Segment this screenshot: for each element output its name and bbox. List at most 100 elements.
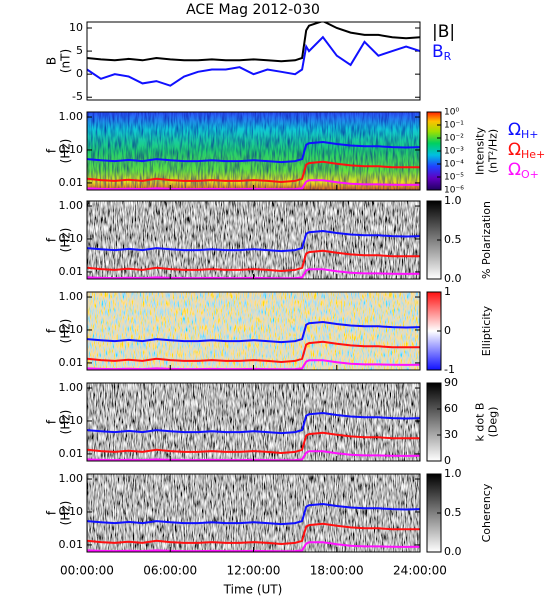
colorbar-label: k dot B — [474, 403, 487, 442]
legend-label: |B| — [432, 22, 455, 42]
colorbar-label: % Polarization — [480, 201, 493, 279]
colorbar-tick-label: -1 — [444, 363, 455, 376]
series-line — [87, 249, 420, 273]
y-tick-label: 0.01 — [59, 538, 84, 551]
series-line — [87, 22, 420, 63]
y-tick-label: 0.10 — [59, 232, 84, 245]
legend-label: ΩHe+ — [508, 140, 545, 161]
colorbar-tick-label: 10⁻⁶ — [444, 186, 464, 196]
colorbar-label: (Deg) — [487, 407, 500, 438]
series-line — [87, 450, 420, 461]
spectrogram-texture — [87, 112, 420, 190]
series-line — [87, 160, 420, 184]
y-tick-label: 1.00 — [59, 110, 84, 123]
y-tick-label: 0.10 — [59, 143, 84, 156]
legend-label: BR — [432, 42, 452, 63]
y-axis-label: f — [45, 510, 59, 515]
colorbar-tick-label: 0.5 — [444, 506, 462, 519]
y-tick-label: 1.00 — [59, 472, 84, 485]
colorbar-tick-label: 10⁻⁴ — [444, 160, 464, 170]
y-axis-label: f — [45, 328, 59, 333]
spectrogram-image — [87, 474, 420, 552]
legend-label: ΩO+ — [508, 160, 539, 181]
y-axis-label: (Hz) — [59, 228, 73, 253]
x-axis-label: Time (UT) — [223, 583, 283, 597]
colorbar-tick-label: 0.0 — [444, 272, 462, 285]
plot-area — [87, 474, 420, 552]
series-line — [87, 340, 420, 364]
y-tick-label: 1.00 — [59, 381, 84, 394]
colorbar-tick-label: 10⁻² — [444, 134, 464, 144]
legend-name: |B| — [432, 22, 455, 42]
colorbar-tick-label: 60 — [444, 402, 458, 415]
x-tick-label: 12:00:00 — [227, 564, 281, 578]
legend-subscript: He+ — [521, 148, 545, 161]
y-tick-label: 0.01 — [59, 356, 84, 369]
y-axis-label: B — [45, 57, 59, 65]
colorbar-tick-label: 10⁰ — [444, 108, 459, 118]
x-tick-label: 24:00:00 — [393, 564, 447, 578]
y-tick-label: 1.00 — [59, 199, 84, 212]
y-tick-label: 0.01 — [59, 176, 84, 189]
series-line — [87, 229, 420, 253]
colorbar-label: Ellipticity — [480, 305, 493, 356]
y-axis-label: f — [45, 148, 59, 153]
plot-area — [87, 22, 420, 87]
x-tick-label: 06:00:00 — [143, 564, 197, 578]
series-line — [87, 35, 420, 87]
colorbar-tick-label: 10⁻³ — [444, 147, 464, 157]
series-line — [87, 522, 420, 546]
y-tick-label: 0.10 — [59, 505, 84, 518]
series-line — [87, 268, 420, 279]
spectrogram-image — [87, 292, 420, 370]
y-tick-label: 10 — [69, 21, 83, 34]
plot-area — [87, 292, 420, 370]
y-tick-label: 0.01 — [59, 447, 84, 460]
y-tick-label: 0 — [76, 67, 83, 80]
chart-title: ACE Mag 2012-030 — [186, 2, 320, 18]
colorbar-tick-label: 30 — [444, 428, 458, 441]
plot-frame — [86, 21, 421, 101]
colorbar-label: (nT²/Hz) — [487, 129, 500, 173]
y-tick-label: 0.10 — [59, 323, 84, 336]
y-tick-label: 5 — [76, 44, 83, 57]
legend-name: B — [432, 42, 444, 62]
y-tick-label: 0.10 — [59, 414, 84, 427]
y-tick-label: 0.01 — [59, 265, 84, 278]
spectrogram-image — [87, 201, 420, 279]
y-axis-label: (Hz) — [59, 410, 73, 435]
y-tick-label: -5 — [72, 90, 83, 103]
colorbar-tick-label: 1.0 — [444, 194, 462, 207]
legend-subscript: O+ — [521, 168, 539, 181]
series-line — [87, 359, 420, 370]
spectrogram-image — [87, 383, 420, 461]
y-axis-label: (nT) — [59, 49, 73, 73]
legend-name: Ω — [508, 160, 521, 180]
plot-area — [87, 201, 420, 279]
y-axis-label: (Hz) — [59, 501, 73, 526]
colorbar-label: Intensity — [474, 127, 487, 175]
y-axis-label: (Hz) — [59, 319, 73, 344]
series-line — [87, 320, 420, 344]
colorbar-tick-label: 0.0 — [444, 545, 462, 558]
x-tick-label: 18:00:00 — [310, 564, 364, 578]
legend-label: ΩH+ — [508, 120, 539, 141]
colorbar-tick-label: 10⁻⁵ — [444, 173, 464, 183]
y-axis-label: (Hz) — [59, 139, 73, 164]
plot-area — [87, 112, 420, 190]
series-line — [87, 179, 420, 190]
series-line — [87, 411, 420, 435]
legend-name: Ω — [508, 120, 521, 140]
colorbar-tick-label: 1.0 — [444, 467, 462, 480]
legend-subscript: R — [444, 50, 452, 63]
legend-name: Ω — [508, 140, 521, 160]
series-line — [87, 431, 420, 455]
x-tick-label: 00:00:00 — [60, 564, 114, 578]
colorbar-label: Coherency — [480, 483, 493, 542]
legend-subscript: H+ — [521, 128, 539, 141]
colorbar-tick-label: 0.5 — [444, 233, 462, 246]
colorbar-tick-label: 0 — [444, 324, 451, 337]
y-axis-label: f — [45, 237, 59, 242]
